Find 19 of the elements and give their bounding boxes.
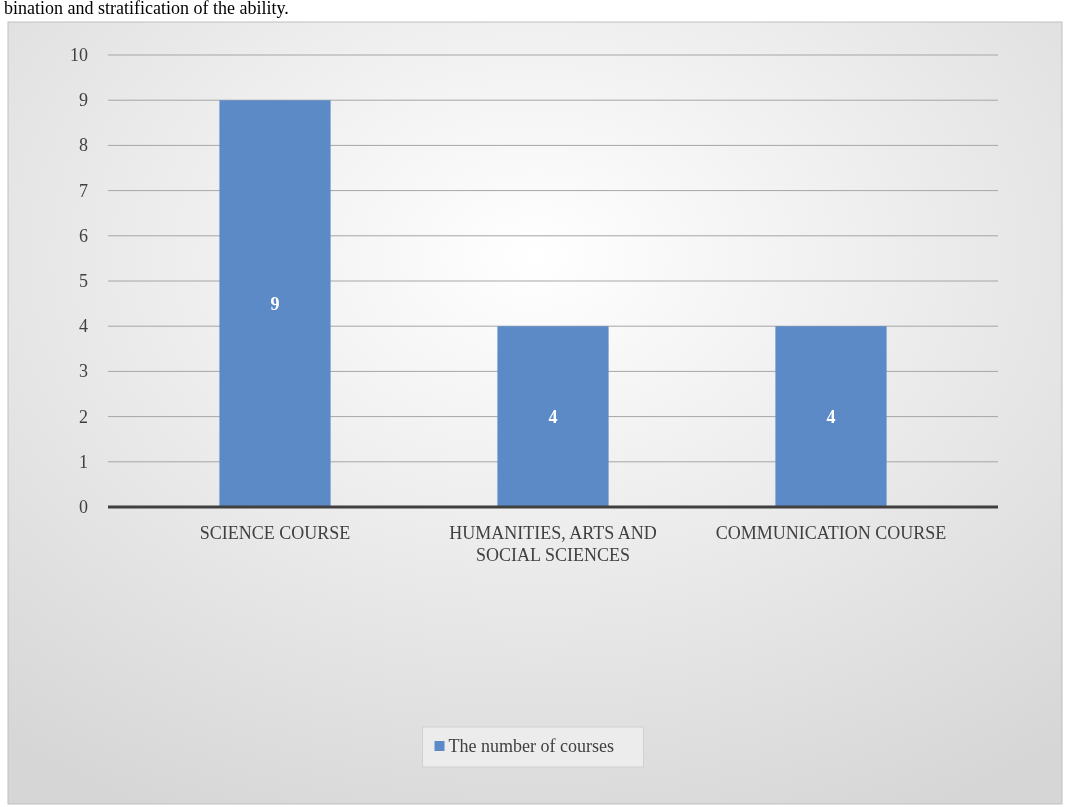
legend-label: The number of courses	[448, 736, 614, 756]
y-tick-label: 3	[79, 361, 88, 382]
y-tick-label: 6	[79, 225, 88, 246]
data-label: 4	[826, 406, 836, 427]
y-tick-label: 0	[79, 497, 88, 517]
y-tick-label: 7	[79, 180, 88, 201]
y-tick-label: 9	[79, 90, 88, 111]
y-tick-label: 5	[79, 271, 88, 291]
x-tick-label: SCIENCE COURSE	[199, 523, 351, 543]
text: bination and stratification of the ability.	[4, 0, 289, 18]
y-tick-label: 2	[79, 406, 88, 427]
x-tick-label: COMMUNICATION COURSE	[715, 523, 947, 543]
x-tick-label: HUMANITIES, ARTS AND SOCIAL SCIENCES	[449, 523, 657, 565]
y-tick-label: 10	[70, 45, 88, 65]
data-label: 9	[270, 293, 280, 314]
data-label: 4	[548, 406, 558, 427]
y-tick-label: 4	[79, 316, 88, 337]
y-tick-label: 8	[79, 135, 88, 156]
y-tick-label: 1	[79, 451, 88, 472]
